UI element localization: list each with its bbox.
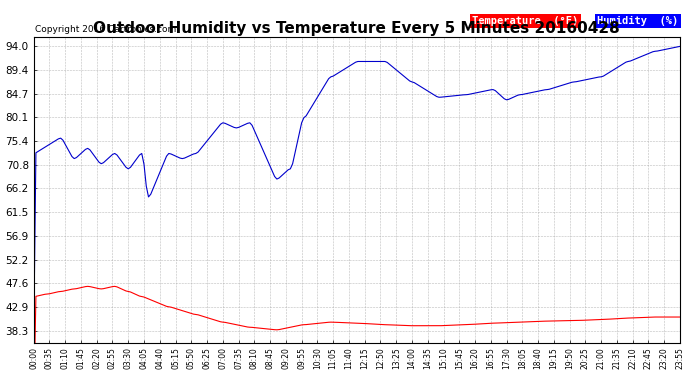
Title: Outdoor Humidity vs Temperature Every 5 Minutes 20160428: Outdoor Humidity vs Temperature Every 5 … — [93, 21, 620, 36]
Text: Humidity  (%): Humidity (%) — [598, 16, 679, 26]
Text: Temperature  (°F): Temperature (°F) — [472, 16, 578, 26]
Text: Copyright 2016 Cartronics.com: Copyright 2016 Cartronics.com — [35, 25, 176, 34]
